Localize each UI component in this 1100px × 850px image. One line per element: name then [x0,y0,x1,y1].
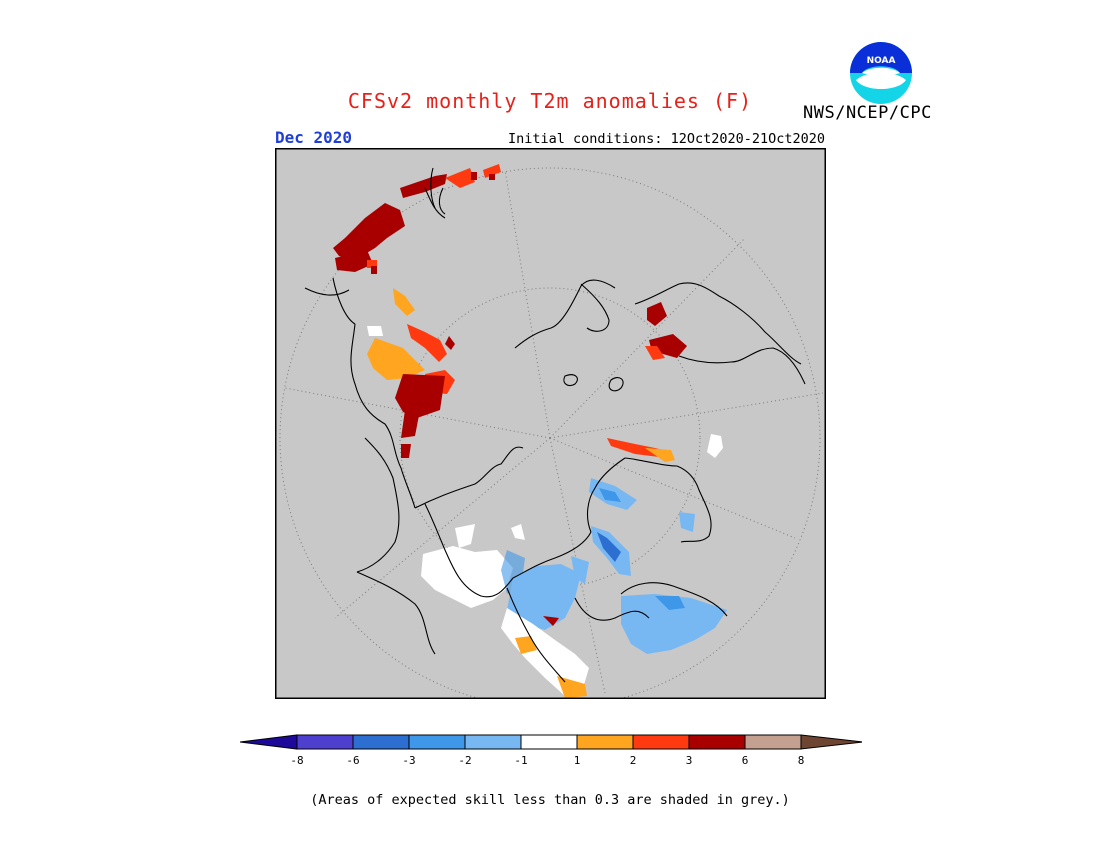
agency-label: NWS/NCEP/CPC [803,103,932,123]
colorbar-tick-label: 8 [798,754,805,767]
colorbar-tick-label: -2 [458,754,471,767]
colorbar-segment [464,734,522,750]
colorbar-tick-label: 3 [686,754,693,767]
initial-conditions: Initial conditions: 12Oct2020-21Oct2020 [508,131,825,147]
colorbar-segment [576,734,634,750]
colorbar-arrow-right [800,734,862,750]
anomaly-europe [333,164,501,274]
anomaly-north-america [421,478,727,698]
color-legend: -8 -6 -3 -2 -1 1 2 3 6 8 [240,734,862,767]
colorbar-segment [744,734,802,750]
colorbar-arrow-left [240,734,298,750]
colorbar-tick-label: -3 [402,754,415,767]
colorbar-tick-label: 1 [574,754,581,767]
colorbar-tick-label: 6 [742,754,749,767]
logo-text: NOAA [867,56,896,66]
colorbar-tick-label: -6 [346,754,359,767]
forecast-month: Dec 2020 [275,128,353,147]
colorbar-segment [408,734,466,750]
colorbar-segment [520,734,578,750]
anomaly-asia [367,288,455,458]
colorbar-segment [296,734,354,750]
colorbar-segment [632,734,690,750]
chart-title: CFSv2 monthly T2m anomalies (F) [347,89,753,113]
polar-map [275,148,826,699]
colorbar-segment [352,734,410,750]
colorbar-segments [240,734,862,750]
graticule [279,167,824,699]
noaa-logo: NOAA [850,42,912,104]
colorbar-tick-label: -1 [514,754,527,767]
colorbar-tick-label: -8 [290,754,303,767]
colorbar-segment [688,734,746,750]
map-border [275,148,826,699]
anomaly-north-atlantic [607,302,723,462]
coastlines [304,167,806,683]
legend-note: (Areas of expected skill less than 0.3 a… [310,792,790,808]
colorbar-ticks: -8 -6 -3 -2 -1 1 2 3 6 8 [290,754,804,767]
colorbar-tick-label: 2 [630,754,637,767]
